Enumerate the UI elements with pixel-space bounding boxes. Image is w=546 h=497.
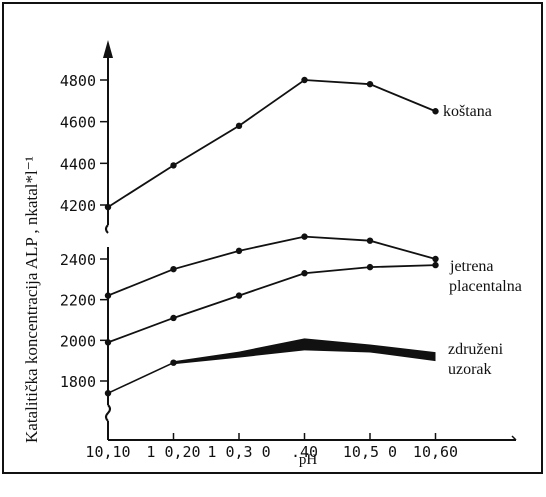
- series-label-kostana: koštana: [443, 103, 492, 120]
- data-point: [366, 263, 374, 271]
- y-tick-label: 2200: [60, 292, 96, 310]
- data-point: [104, 203, 112, 211]
- data-point: [104, 292, 112, 299]
- series-line-2: [107, 264, 436, 344]
- series-label-jetrena: jetrena: [449, 258, 494, 275]
- x-tick-label: 1 0,3 0: [207, 443, 270, 461]
- data-point: [432, 108, 439, 115]
- y-tick-label: 4600: [60, 114, 96, 132]
- data-point: [301, 76, 308, 84]
- y-tick-label: 2000: [60, 332, 96, 350]
- y-tick-label: 2400: [60, 251, 96, 269]
- x-axis-title: pH: [299, 452, 318, 468]
- series-line-1: [107, 235, 436, 297]
- y-tick-label: 4400: [60, 155, 96, 173]
- y-axis-title: Katalitička koncentracija ALP , nkatal*l…: [22, 156, 41, 443]
- data-point: [432, 255, 439, 263]
- y-axis-arrow-icon: [103, 40, 113, 58]
- y-tick-label: 1800: [60, 373, 96, 391]
- series-label-placentalna: placentalna: [449, 278, 522, 295]
- data-point: [104, 390, 112, 397]
- series-label-zdruzeni-line1: združeni: [448, 341, 504, 358]
- data-point: [170, 265, 177, 273]
- axis-ticks: 4200 4400 4600 4800 1800 2000 2200 2400 10,10 1 0…: [60, 72, 458, 461]
- x-tick-label: 1 0,20: [146, 443, 200, 461]
- data-point: [235, 292, 243, 299]
- data-point: [366, 237, 374, 244]
- x-axis-end-tick: [511, 435, 517, 441]
- chart-border: [2, 2, 543, 474]
- data-point: [235, 122, 243, 130]
- series-line-0: [107, 79, 436, 208]
- y-axis-break-upper: [105, 224, 109, 234]
- data-point: [170, 162, 177, 169]
- data-point: [432, 261, 439, 269]
- series-group: [104, 76, 439, 397]
- data-point: [366, 80, 374, 88]
- data-point: [170, 359, 177, 366]
- series-label-zdruzeni-line2: uzorak: [448, 361, 492, 378]
- data-point: [235, 247, 243, 255]
- data-point: [301, 233, 308, 240]
- x-tick-label: 10,5 0: [343, 443, 397, 461]
- y-tick-label: 4200: [60, 197, 96, 215]
- data-point: [301, 270, 308, 277]
- data-point: [104, 339, 112, 346]
- x-tick-label: 10,10: [85, 443, 130, 461]
- y-tick-label: 4800: [60, 72, 96, 90]
- y-axis-break-lower: [105, 404, 111, 422]
- x-tick-label: 10,60: [413, 443, 458, 461]
- x-tick-label: .40: [291, 443, 318, 461]
- series-line-zdruzeni-segment: [107, 361, 174, 394]
- data-point: [170, 314, 177, 322]
- series-band-zdruzeni: [173, 338, 436, 365]
